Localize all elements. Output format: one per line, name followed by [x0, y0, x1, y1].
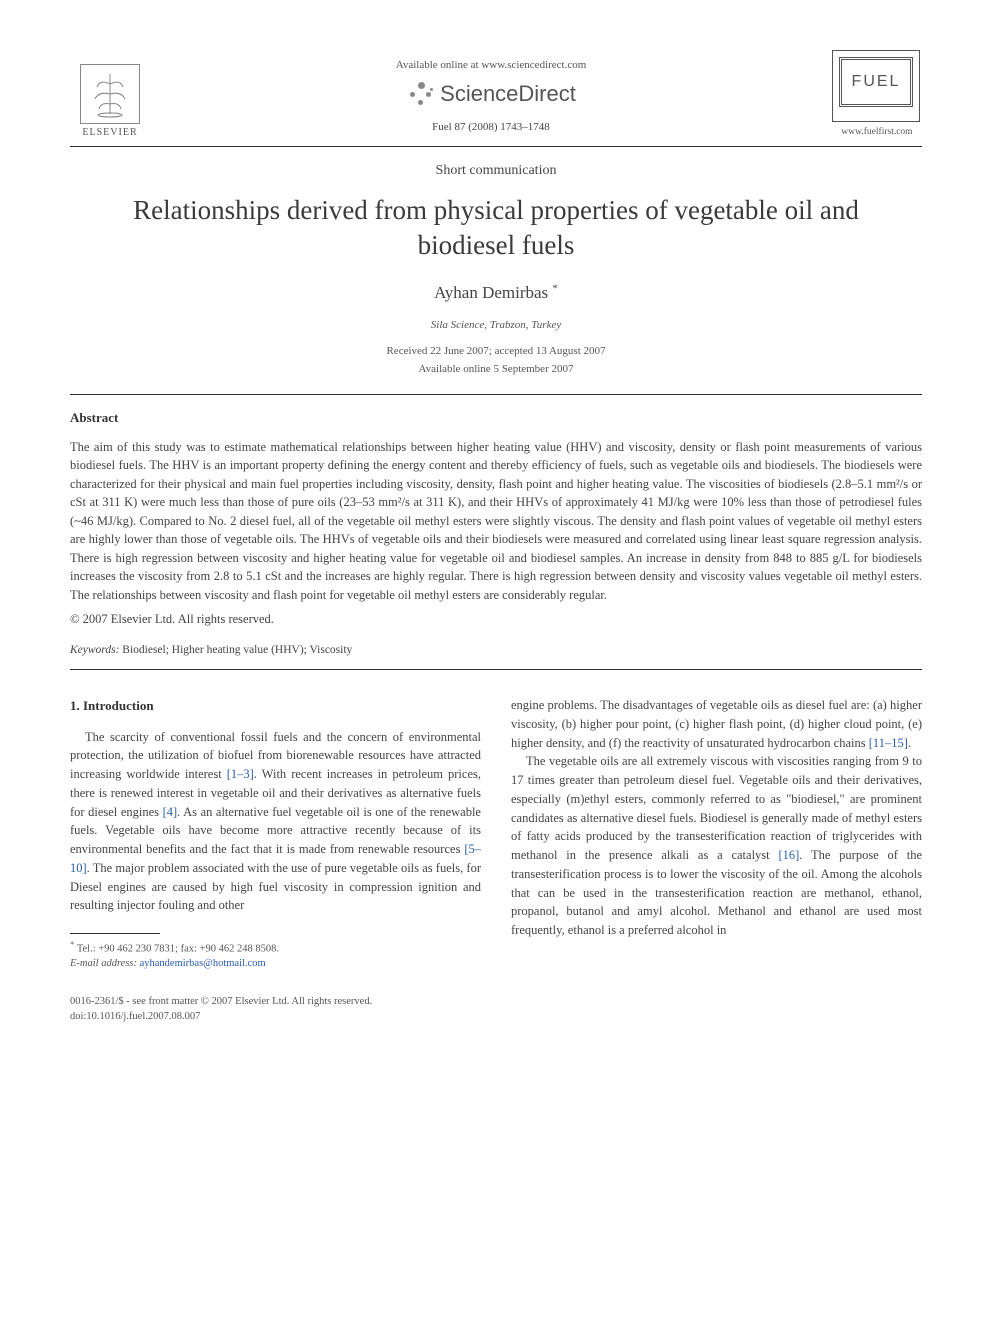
ref-link-11-15[interactable]: [11–15] [869, 736, 908, 750]
footnote-block: * Tel.: +90 462 230 7831; fax: +90 462 2… [70, 938, 481, 972]
section-1-heading: 1. Introduction [70, 696, 481, 716]
footnote-email-label: E-mail address: [70, 958, 137, 969]
sciencedirect-text: ScienceDirect [440, 78, 576, 110]
sciencedirect-dots-icon [406, 80, 434, 108]
article-title: Relationships derived from physical prop… [100, 193, 892, 263]
column-left: 1. Introduction The scarcity of conventi… [70, 696, 481, 972]
fuel-cover-box: FUEL [832, 50, 920, 122]
journal-reference: Fuel 87 (2008) 1743–1748 [150, 120, 832, 136]
ref-link-4[interactable]: [4] [163, 805, 178, 819]
abstract-copyright: © 2007 Elsevier Ltd. All rights reserved… [70, 610, 922, 628]
footer-left: 0016-2361/$ - see front matter © 2007 El… [70, 994, 372, 1024]
intro-paragraph-1: The scarcity of conventional fossil fuel… [70, 728, 481, 916]
elsevier-label: ELSEVIER [82, 126, 137, 141]
available-online-text: Available online at www.sciencedirect.co… [150, 58, 832, 74]
affiliation: Sila Science, Trabzon, Turkey [70, 318, 922, 334]
rule-top [70, 146, 922, 147]
intro-paragraph-1-cont: engine problems. The disadvantages of ve… [511, 696, 922, 752]
footnote-email[interactable]: ayhandemirbas@hotmail.com [140, 958, 266, 969]
body-columns: 1. Introduction The scarcity of conventi… [70, 696, 922, 972]
journal-url: www.fuelfirst.com [832, 126, 922, 140]
footer-doi: doi:10.1016/j.fuel.2007.08.007 [70, 1009, 372, 1024]
p3-a: The vegetable oils are all extremely vis… [511, 754, 922, 862]
corresponding-marker: * [552, 283, 558, 295]
fuel-cover-text: FUEL [839, 57, 913, 107]
article-type: Short communication [70, 161, 922, 181]
tree-icon [85, 69, 135, 119]
dates-received: Received 22 June 2007; accepted 13 Augus… [70, 344, 922, 360]
footnote-tel: * Tel.: +90 462 230 7831; fax: +90 462 2… [70, 938, 481, 957]
author-line: Ayhan Demirbas * [70, 281, 922, 306]
footnote-separator [70, 933, 160, 934]
p2-a: engine problems. The disadvantages of ve… [511, 698, 922, 750]
header-bar: ELSEVIER Available online at www.science… [70, 50, 922, 140]
keywords-line: Keywords: Biodiesel; Higher heating valu… [70, 642, 922, 659]
rule-before-abstract [70, 394, 922, 395]
footnote-tel-text: Tel.: +90 462 230 7831; fax: +90 462 248… [77, 944, 279, 955]
ref-link-1-3[interactable]: [1–3] [227, 767, 254, 781]
sciencedirect-logo: ScienceDirect [406, 78, 576, 110]
keywords-text: Biodiesel; Higher heating value (HHV); V… [122, 644, 352, 656]
journal-cover: FUEL www.fuelfirst.com [832, 50, 922, 140]
p2-b: . [908, 736, 911, 750]
elsevier-tree-icon [80, 64, 140, 124]
rule-after-keywords [70, 669, 922, 670]
abstract-heading: Abstract [70, 409, 922, 428]
abstract-text: The aim of this study was to estimate ma… [70, 438, 922, 605]
page-footer: 0016-2361/$ - see front matter © 2007 El… [70, 994, 922, 1024]
elsevier-logo: ELSEVIER [70, 50, 150, 140]
footnote-marker: * [70, 939, 74, 949]
column-right: engine problems. The disadvantages of ve… [511, 696, 922, 972]
keywords-label: Keywords: [70, 644, 119, 656]
intro-paragraph-2: The vegetable oils are all extremely vis… [511, 752, 922, 940]
dates-available: Available online 5 September 2007 [70, 362, 922, 378]
author-name: Ayhan Demirbas [434, 283, 548, 302]
ref-link-16[interactable]: [16] [778, 848, 799, 862]
footnote-email-line: E-mail address: ayhandemirbas@hotmail.co… [70, 957, 481, 972]
header-center: Available online at www.sciencedirect.co… [150, 50, 832, 136]
footer-front-matter: 0016-2361/$ - see front matter © 2007 El… [70, 994, 372, 1009]
p1-d: . The major problem associated with the … [70, 861, 481, 913]
